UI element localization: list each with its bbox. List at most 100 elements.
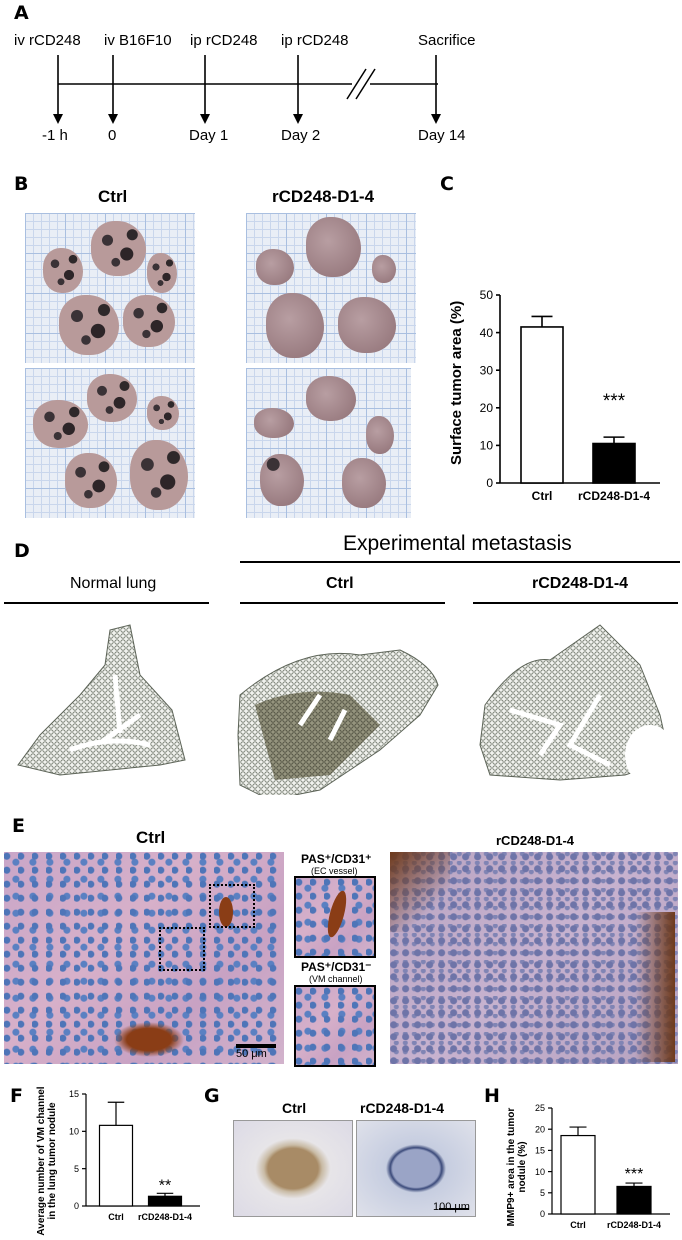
lung-lobe: [130, 440, 188, 510]
inset-2-title: PAS⁺/CD31⁻: [301, 960, 372, 974]
y-tick-label: 5: [74, 1164, 79, 1174]
panel-letter-c: C: [440, 173, 454, 195]
ihc-ctrl-image: [233, 1120, 353, 1217]
timeline-arrowhead-5: [431, 114, 441, 124]
bar-2: [592, 442, 636, 484]
panel-b-ctrl-label: Ctrl: [98, 187, 128, 206]
y-tick-label: 40: [480, 326, 494, 340]
ctrl-lungs-photo-top: [25, 213, 195, 363]
y-tick-label: 30: [480, 363, 494, 377]
lung-lobe: [342, 458, 386, 508]
category-label-2: rCD248-D1-4: [138, 1212, 192, 1222]
y-tick-label: 10: [480, 439, 494, 453]
category-label-1: Ctrl: [532, 489, 553, 503]
y-tick-label: 20: [480, 401, 494, 415]
y-tick-label: 0: [74, 1201, 79, 1211]
ctrl-histology-image: 50 μm: [4, 852, 284, 1064]
bar-2: [616, 1185, 652, 1215]
timeline-break-mark-2: [355, 68, 376, 100]
category-label-1: Ctrl: [108, 1212, 124, 1222]
panel-d-rule-treat: [473, 602, 678, 604]
lung-lobe: [366, 416, 394, 454]
lung-lobe: [87, 374, 137, 422]
significance-label: ***: [625, 1166, 644, 1183]
lung-lobe: [338, 297, 396, 353]
panel-e-ctrl-label: Ctrl: [136, 828, 166, 847]
y-tick-label: 0: [486, 476, 493, 490]
y-tick-label: 5: [540, 1188, 545, 1198]
treat-lung-section: [479, 624, 675, 785]
lung-lobe: [254, 408, 294, 438]
y-tick-label: 10: [69, 1126, 79, 1136]
panel-letter-a: A: [14, 2, 29, 24]
vessel-stain: [104, 1017, 194, 1062]
y-tick-label: 10: [535, 1167, 545, 1177]
lung-lobe: [306, 376, 356, 421]
significance-label: **: [159, 1177, 171, 1194]
chart-f: 0 5 10 15 Ctrl rCD248-D1-4 **: [69, 1089, 200, 1222]
treat-lungs-photo-bottom: [246, 368, 411, 518]
panel-letter-e: E: [12, 815, 25, 837]
treat-lungs-photo-top: [246, 213, 416, 363]
lung-lobe: [147, 396, 179, 430]
y-tick-label: 0: [540, 1209, 545, 1219]
panel-d-normal-label: Normal lung: [70, 575, 157, 592]
timeline-event-3-time-text: Day 1: [189, 127, 229, 144]
panel-b-treat-label: rCD248-D1-4: [272, 187, 375, 206]
inset-box-ec-vessel: [209, 884, 255, 928]
bar-1: [520, 326, 564, 484]
lung-lobe: [266, 293, 324, 358]
panel-d-ctrl-label: Ctrl: [326, 575, 354, 592]
timeline-break-mark-1: [346, 68, 367, 100]
lung-lobe: [372, 255, 396, 283]
ctrl-lung-section: [237, 649, 439, 795]
timeline-arrowhead-3: [200, 114, 210, 124]
vessel-stain: [324, 889, 350, 939]
category-label-2: rCD248-D1-4: [578, 489, 650, 503]
bar-2: [147, 1195, 183, 1207]
inset-box-vm-channel: [159, 927, 205, 971]
timeline-arrowhead-1: [53, 114, 63, 124]
timeline-event-5-label: Sacrifice: [418, 32, 476, 49]
panel-letter-f: F: [10, 1085, 23, 1107]
stroma-stain: [625, 912, 675, 1062]
bar-1: [98, 1124, 134, 1207]
chart-c: 0 10 20 30 40 50 Ctrl rCD248-D1-4 ***: [480, 288, 660, 503]
panel-d-rule-ctrl: [240, 602, 445, 604]
panel-g-treat-label: rCD248-D1-4: [360, 1100, 445, 1116]
category-label-2: rCD248-D1-4: [607, 1220, 661, 1230]
scale-bar-g: [439, 1208, 469, 1210]
panel-g-ctrl-label: Ctrl: [282, 1100, 307, 1116]
timeline-diagram: [53, 55, 441, 124]
panel-d-header-rule: [240, 561, 680, 563]
bar-1: [560, 1134, 596, 1215]
timeline-event-2-time: 0: [108, 127, 117, 144]
y-tick-label: 15: [535, 1146, 545, 1156]
timeline-event-4-label: ip rCD248: [281, 32, 349, 49]
timeline-event-1-label: iv rCD248: [14, 32, 81, 49]
scale-bar-g-label: 100 μm: [433, 1201, 470, 1213]
category-label-1: Ctrl: [570, 1220, 586, 1230]
timeline-event-1-time: -1 h: [42, 127, 68, 144]
lung-lobe: [123, 295, 175, 347]
inset-vm-channel-image: [294, 985, 376, 1067]
scale-bar-e-label: 50 μm: [236, 1048, 267, 1060]
y-tick-label: 15: [69, 1089, 79, 1099]
panel-d-lung-sections: [17, 624, 675, 795]
ctrl-lungs-photo-bottom: [25, 368, 195, 518]
lung-lobe: [91, 221, 146, 276]
lung-lobe: [256, 249, 294, 285]
scale-bar-e: [236, 1044, 276, 1048]
panel-letter-b: B: [14, 173, 29, 195]
inset-1-subtitle: (EC vessel): [311, 866, 358, 876]
lung-lobe: [43, 248, 83, 293]
lung-lobe: [65, 453, 117, 508]
y-tick-label: 20: [535, 1124, 545, 1134]
inset-1-title: PAS⁺/CD31⁺: [301, 852, 372, 866]
timeline-event-3-label: ip rCD248: [190, 32, 258, 49]
chart-h-ylabel: MMP9+ area in the tumor nodule (%): [506, 1107, 528, 1227]
normal-lung-section: [17, 624, 186, 776]
lung-lobe: [59, 295, 119, 355]
significance-label: ***: [603, 391, 626, 412]
y-tick-label: 25: [535, 1103, 545, 1113]
